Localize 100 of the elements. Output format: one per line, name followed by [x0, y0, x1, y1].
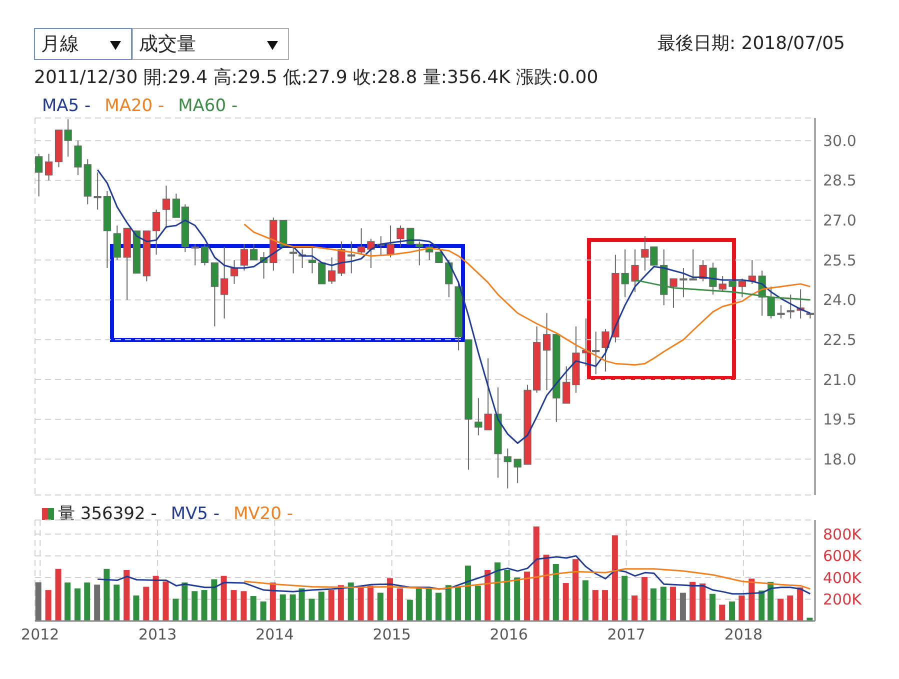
bar	[260, 601, 266, 621]
bar	[240, 591, 247, 621]
bar	[124, 570, 130, 621]
bar	[387, 578, 394, 621]
bar	[338, 585, 344, 621]
bar	[729, 601, 736, 621]
y-tick-label: 400K	[823, 568, 863, 587]
bar	[211, 579, 218, 621]
bar	[230, 590, 237, 621]
bar	[182, 582, 188, 621]
y-tick-label: 25.5	[823, 251, 856, 270]
bar	[660, 586, 666, 621]
bar	[806, 618, 813, 621]
candlestick	[670, 278, 678, 308]
candlestick	[445, 260, 453, 298]
text: MA20 -	[104, 96, 164, 116]
bar	[690, 582, 696, 621]
bar	[152, 576, 159, 621]
bar	[318, 592, 324, 621]
line-series	[96, 555, 811, 595]
bar	[709, 594, 716, 621]
bar	[416, 588, 422, 621]
bar	[602, 590, 608, 621]
bar	[298, 588, 305, 621]
bar	[435, 592, 442, 621]
y-tick-label: 19.5	[823, 410, 856, 429]
bar	[700, 584, 706, 621]
candlestick	[348, 240, 356, 274]
bar	[162, 581, 169, 621]
y-tick-label: 27.0	[823, 212, 856, 230]
x-tick-label: 2015	[372, 626, 411, 644]
bar	[406, 600, 413, 621]
bar	[572, 559, 578, 621]
bar	[396, 588, 403, 621]
bar	[367, 586, 374, 621]
bar	[270, 582, 276, 621]
candlestick	[738, 278, 746, 298]
bar	[84, 582, 90, 621]
candlestick	[680, 268, 688, 298]
candlestick	[35, 153, 43, 197]
text: MV20 -	[234, 502, 293, 525]
bar	[582, 580, 588, 621]
candlestick	[220, 246, 228, 319]
candlestick	[318, 262, 326, 284]
candlestick	[699, 260, 707, 282]
bar	[768, 582, 774, 621]
candlestick	[689, 248, 697, 280]
bar	[114, 584, 120, 621]
x-tick-label: 2013	[138, 626, 177, 644]
candlestick	[210, 262, 218, 327]
y-tick-label: 21.0	[823, 370, 856, 389]
bar	[426, 588, 432, 621]
y-tick-label: 30.0	[823, 132, 856, 150]
x-tick-label: 2018	[724, 626, 763, 644]
candlestick	[542, 312, 551, 391]
candlestick	[728, 278, 736, 292]
bar	[133, 595, 140, 621]
candlestick	[358, 228, 366, 256]
candlestick	[230, 260, 238, 284]
x-tick-label: 2016	[490, 626, 528, 644]
candlestick	[94, 172, 102, 210]
bar	[104, 568, 110, 621]
candlestick	[504, 448, 512, 489]
bar	[143, 586, 150, 621]
x-tick-label: 2014	[256, 626, 294, 644]
bar	[290, 594, 296, 621]
x-tick-label: 2017	[607, 626, 646, 644]
y-tick-label: 22.5	[823, 331, 856, 350]
bar	[524, 572, 530, 621]
candlestick	[162, 185, 170, 229]
y-tick-label: 200K	[823, 590, 863, 609]
candlestick	[45, 153, 53, 181]
candlestick	[602, 328, 610, 372]
candlestick	[308, 246, 316, 274]
bar	[504, 570, 510, 621]
bar	[201, 590, 208, 621]
bar	[748, 578, 755, 621]
dropdown: 成交量	[132, 28, 289, 60]
bar	[494, 562, 501, 621]
bar	[777, 598, 784, 621]
candlestick	[786, 294, 794, 319]
bar	[328, 590, 334, 621]
bar	[377, 592, 384, 621]
x-tick-label: 2012	[21, 626, 60, 644]
candlestick	[74, 140, 82, 176]
bar	[250, 596, 256, 621]
candlestick	[631, 248, 639, 292]
candlestick	[240, 244, 248, 272]
bar	[474, 586, 481, 621]
bar	[543, 554, 550, 621]
y-tick-label: 28.5	[823, 172, 856, 190]
bar	[64, 582, 71, 621]
bar	[787, 595, 794, 621]
y-tick-label: 600K	[823, 547, 863, 566]
line-series	[243, 223, 811, 366]
bar	[719, 604, 726, 621]
candlestick	[289, 246, 298, 274]
bar	[650, 588, 656, 621]
bar	[641, 577, 648, 621]
bar	[552, 564, 559, 621]
